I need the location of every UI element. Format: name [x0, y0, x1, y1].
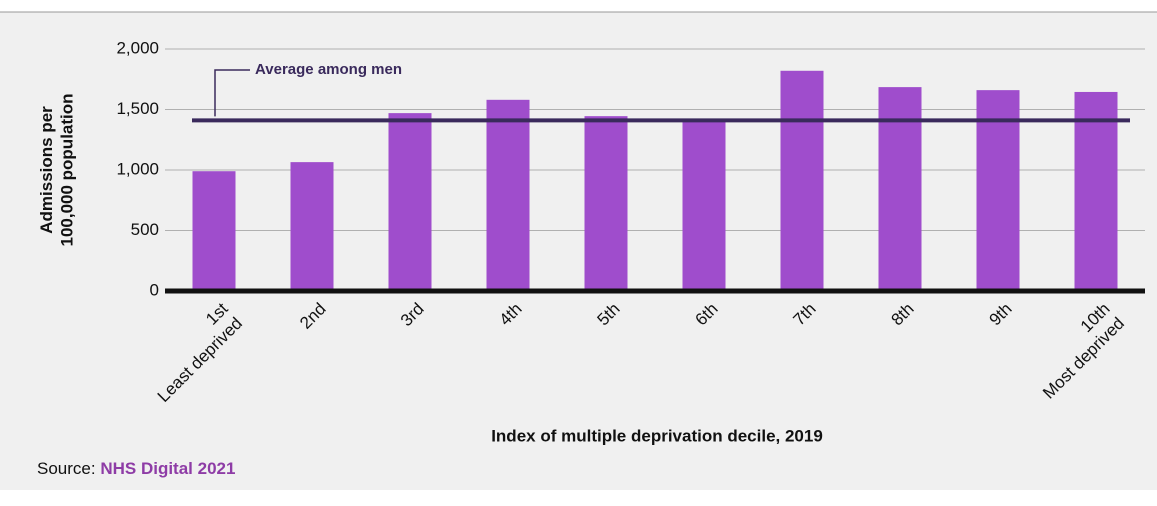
- annotation-leader: [214, 69, 250, 117]
- x-axis-title: Index of multiple deprivation decile, 20…: [491, 426, 823, 445]
- bar: [192, 171, 236, 291]
- source: Source: NHS Digital 2021: [37, 459, 235, 478]
- y-tick-label: 0: [150, 280, 159, 299]
- bar: [780, 70, 824, 291]
- y-tick-label: 1,000: [116, 159, 159, 178]
- bar: [682, 120, 726, 292]
- source-label: Source:: [37, 459, 96, 478]
- y-tick-label: 500: [131, 220, 159, 239]
- bar: [388, 113, 432, 291]
- annotation: Average among men: [255, 61, 402, 78]
- y-tick-label: 1,500: [116, 99, 159, 118]
- source-link[interactable]: NHS Digital 2021: [100, 459, 235, 478]
- bar: [486, 99, 530, 291]
- bar: [976, 90, 1020, 291]
- y-axis-title-line: 100,000 population: [58, 93, 77, 246]
- y-axis-title-line: Admissions per: [37, 106, 56, 234]
- bar: [584, 116, 628, 291]
- bar: [1074, 91, 1118, 291]
- bar: [290, 162, 334, 291]
- y-tick-label: 2,000: [116, 38, 159, 57]
- bar: [878, 87, 922, 292]
- y-axis-title: Admissions per100,000 population: [37, 93, 76, 246]
